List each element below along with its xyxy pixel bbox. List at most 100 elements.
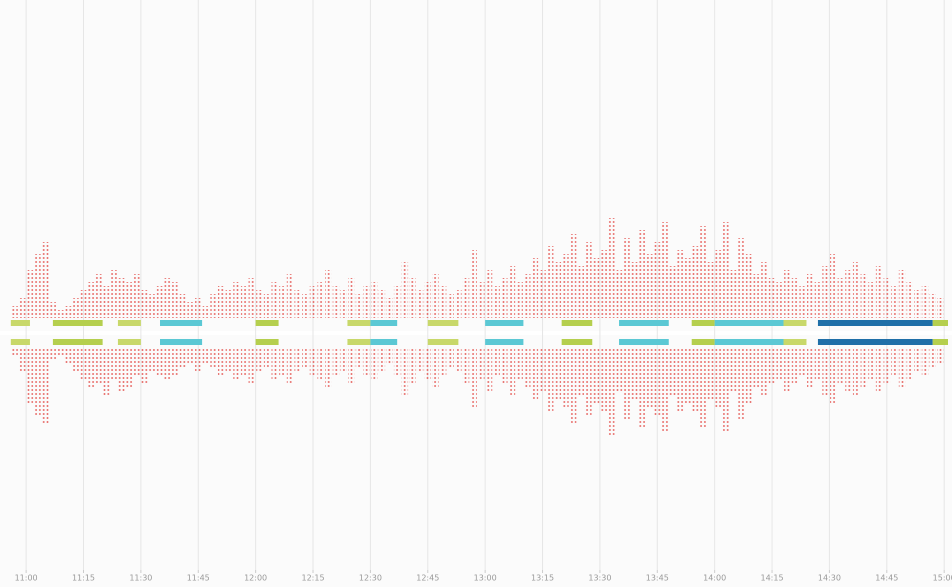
dot-stack-upper [49, 302, 57, 318]
dot-stack-lower [439, 348, 447, 376]
dot-stack-lower [814, 348, 822, 380]
dot-stack-lower [661, 348, 669, 432]
dot-stack-upper [699, 226, 707, 318]
dot-stack-lower [393, 348, 401, 376]
dot-stack-lower [516, 348, 523, 380]
dot-stack-upper [80, 290, 87, 318]
dot-stack-upper [42, 242, 49, 318]
dot-stack-upper [279, 286, 286, 318]
dot-stack-upper [439, 286, 447, 318]
band-upper [427, 320, 459, 326]
x-tick-label: 11:15 [72, 574, 95, 583]
dot-stack-upper [715, 250, 722, 318]
dot-stack-lower [240, 348, 248, 376]
dot-stack-lower [937, 348, 944, 364]
dot-stack-upper [317, 282, 324, 318]
x-tick-label: 11:45 [187, 574, 210, 583]
dot-stack-lower [546, 348, 554, 412]
dot-stack-lower [891, 348, 898, 376]
dot-stack-upper [294, 290, 301, 318]
dot-stack-lower [302, 348, 309, 368]
dot-stack-upper [608, 218, 615, 318]
dot-stack-upper [860, 274, 868, 318]
dot-stack-upper [745, 254, 753, 318]
dot-stack-lower [807, 348, 814, 388]
dot-stack-upper [187, 302, 194, 318]
dot-stack-upper [424, 282, 432, 318]
dot-stack-upper [393, 286, 401, 318]
dot-stack-upper [470, 250, 477, 318]
dot-stack-upper [738, 238, 745, 318]
dot-stack-lower [852, 348, 860, 396]
dot-stack-upper [669, 266, 676, 318]
dot-stack-lower [508, 348, 516, 396]
dot-stack-lower [424, 348, 432, 380]
dot-stack-lower [179, 348, 187, 368]
dot-stack-upper [110, 270, 118, 318]
dot-stack-lower [386, 348, 393, 364]
dot-stack-upper [661, 222, 669, 318]
dot-stack-lower [493, 348, 500, 376]
dot-stack-lower [118, 348, 126, 392]
dot-stack-lower [149, 348, 156, 372]
dot-stack-upper [271, 282, 279, 318]
dot-stack-upper [34, 254, 41, 318]
dot-stack-upper [126, 282, 133, 318]
dot-stack-lower [906, 348, 913, 380]
x-tick-label: 11:00 [15, 574, 38, 583]
band-upper [932, 320, 948, 326]
dot-stack-lower [860, 348, 868, 388]
dot-stack-lower [462, 348, 470, 384]
dot-stack-upper [233, 282, 240, 318]
dot-stack-lower [745, 348, 753, 404]
dot-stack-lower [332, 348, 340, 376]
dot-stack-upper [386, 298, 393, 318]
dot-stack-upper [95, 274, 103, 318]
dot-stack-upper [523, 274, 531, 318]
dot-stack-upper [103, 286, 110, 318]
dot-stack-lower [279, 348, 286, 376]
band-upper [817, 320, 933, 326]
dot-stack-lower [11, 348, 18, 356]
dot-stack-lower [722, 348, 730, 432]
band-lower [255, 339, 279, 345]
dot-stack-upper [141, 290, 148, 318]
dot-stack-upper [309, 286, 317, 318]
dot-stack-upper [416, 290, 424, 318]
dot-stack-lower [233, 348, 240, 380]
dot-stack-lower [577, 348, 585, 396]
dot-stack-lower [562, 348, 569, 408]
dot-stack-lower [623, 348, 630, 420]
dot-stack-upper [776, 282, 783, 318]
dot-stack-lower [401, 348, 409, 396]
band-lower [817, 339, 933, 345]
dot-stack-lower [370, 348, 378, 380]
dot-stack-upper [684, 258, 692, 318]
dot-stack-lower [914, 348, 921, 372]
dot-stack-lower [455, 348, 462, 372]
dot-stack-lower [470, 348, 477, 408]
dot-stack-upper [768, 278, 776, 318]
dot-stack-lower [501, 348, 508, 384]
dot-stack-upper [577, 266, 585, 318]
dot-stack-lower [684, 348, 692, 404]
band-lower [160, 339, 203, 345]
x-tick-label: 11:30 [129, 574, 152, 583]
dot-stack-upper [937, 298, 944, 318]
dot-stack-lower [34, 348, 41, 416]
dot-stack-upper [409, 278, 416, 318]
dot-stack-lower [592, 348, 600, 404]
dot-stack-upper [493, 286, 500, 318]
dot-stack-upper [263, 294, 271, 318]
dot-stack-lower [103, 348, 110, 396]
dot-stack-upper [875, 266, 883, 318]
dot-stack-upper [753, 274, 760, 318]
dot-stack-lower [195, 348, 202, 372]
dot-stack-upper [807, 274, 814, 318]
dot-stack-upper [508, 266, 516, 318]
dot-stack-upper [554, 262, 562, 318]
dot-stack-lower [64, 348, 72, 364]
band-lower [714, 339, 784, 345]
dot-stack-upper [355, 294, 363, 318]
